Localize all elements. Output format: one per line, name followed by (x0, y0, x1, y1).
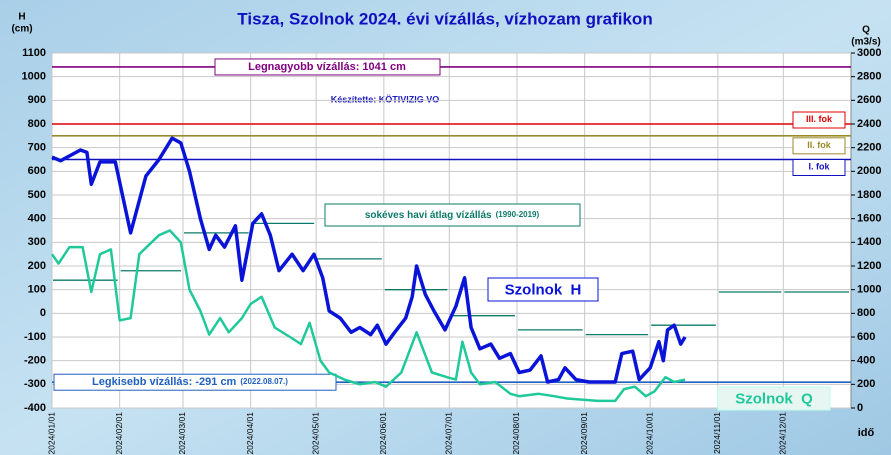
monthly-average-text: sokéves havi átlag vízállás (365, 210, 492, 221)
y-tick-label: 1000 (22, 71, 46, 83)
y-tick-label: -400 (24, 402, 46, 414)
annotation-box (324, 203, 581, 227)
legend-box (717, 386, 831, 411)
data-line (51, 136, 687, 384)
reference-label: Legnagyobb vízállás: 1041 cm (248, 61, 406, 73)
reference-label-text: I. fok (808, 162, 830, 172)
reference-label: Legkisebb vízállás: -291 cm (2022.08.07.) (92, 376, 288, 388)
y2-tick-label: 2200 (857, 142, 881, 154)
y-tick-label: 200 (28, 260, 46, 272)
y2-tick-label: 1000 (857, 284, 881, 296)
x-tick-label: 2024/01/01 (46, 412, 56, 455)
x-tick-label: 2024/04/01 (245, 412, 255, 455)
y-axis-label: H (18, 12, 25, 23)
y-axis-unit: (cm) (11, 24, 32, 35)
monthly-average-label: sokéves havi átlag vízállás (1990-2019) (365, 210, 540, 221)
reference-label: III. fok (806, 114, 833, 124)
reference-label-text: III. fok (806, 114, 833, 124)
y-tick-label: 500 (28, 189, 46, 201)
reference-label-text: Legnagyobb vízállás: 1041 cm (248, 61, 406, 73)
legend-label: Szolnok H (505, 281, 582, 298)
reference-label-box (792, 159, 846, 176)
y-tick-label: 300 (28, 236, 46, 248)
monthly-average-period: (1990-2019) (496, 210, 540, 219)
y2-tick-label: 400 (857, 355, 875, 367)
x-tick-label: 2024/02/01 (114, 412, 124, 455)
reference-label-text: Legkisebb vízállás: -291 cm (92, 376, 237, 388)
legend-label: Szolnok Q (735, 390, 813, 407)
annotation: Készítette: KÖTIVIZIG VO (331, 94, 440, 104)
y2-axis-label: Q (862, 25, 870, 36)
reference-label-box (214, 58, 441, 76)
y2-tick-label: 2800 (857, 71, 881, 83)
reference-label: II. fok (807, 140, 831, 150)
legend-box (487, 277, 599, 302)
x-tick-label: 2024/05/01 (310, 412, 320, 455)
y2-tick-label: 600 (857, 331, 875, 343)
y2-tick-label: 2400 (857, 118, 881, 130)
x-tick-label: 2024/03/01 (177, 412, 187, 455)
reference-label-text: II. fok (807, 140, 831, 150)
y2-tick-label: 200 (857, 378, 875, 390)
y2-tick-label: 1200 (857, 260, 881, 272)
y-tick-label: 800 (28, 118, 46, 130)
x-tick-label: 2024/12/01 (778, 412, 788, 455)
reference-label-box (792, 137, 846, 155)
y-tick-label: 1100 (22, 47, 46, 59)
y-tick-label: -100 (24, 331, 46, 343)
y-tick-label: 600 (28, 165, 46, 177)
plot-layer: -400 -300 -200 -100 0 100 200 300 400 500 600 700 80… (22, 47, 882, 455)
y-tick-label: 400 (28, 213, 46, 225)
reference-label-box (53, 373, 337, 391)
x-tick-label: 2024/07/01 (444, 412, 454, 455)
data-line (50, 229, 686, 403)
x-tick-label: 2024/10/01 (644, 412, 654, 455)
y-tick-label: -300 (24, 378, 46, 390)
chart-title: Tisza, Szolnok 2024. évi vízállás, vízho… (237, 9, 652, 28)
x-axis-label: idő (858, 427, 875, 439)
x-tick-label: 2024/09/01 (579, 412, 589, 455)
y-tick-label: -200 (24, 355, 46, 367)
x-tick-label: 2024/06/01 (378, 412, 388, 455)
y2-tick-label: 800 (857, 307, 875, 319)
reference-label-box (792, 111, 846, 129)
y2-tick-label: 1400 (857, 236, 881, 248)
y2-tick-label: 2600 (857, 94, 881, 106)
y2-tick-label: 1800 (857, 189, 881, 201)
reference-label-note: (2022.08.07.) (240, 377, 288, 386)
y-tick-label: 0 (40, 307, 46, 319)
x-tick-label: 2024/08/01 (511, 412, 521, 455)
x-tick-label: 2024/11/01 (712, 412, 722, 454)
y2-tick-label: 3000 (857, 47, 881, 59)
y2-tick-label: 1600 (857, 213, 881, 225)
y2-tick-label: 2000 (857, 165, 881, 177)
plot-area (51, 52, 852, 409)
y-tick-label: 900 (28, 94, 46, 106)
y-tick-label: 700 (28, 142, 46, 154)
y2-tick-label: 0 (857, 402, 863, 414)
y2-axis-unit: (m3/s) (851, 37, 880, 48)
reference-label: I. fok (808, 162, 830, 172)
y-tick-label: 100 (28, 284, 46, 296)
